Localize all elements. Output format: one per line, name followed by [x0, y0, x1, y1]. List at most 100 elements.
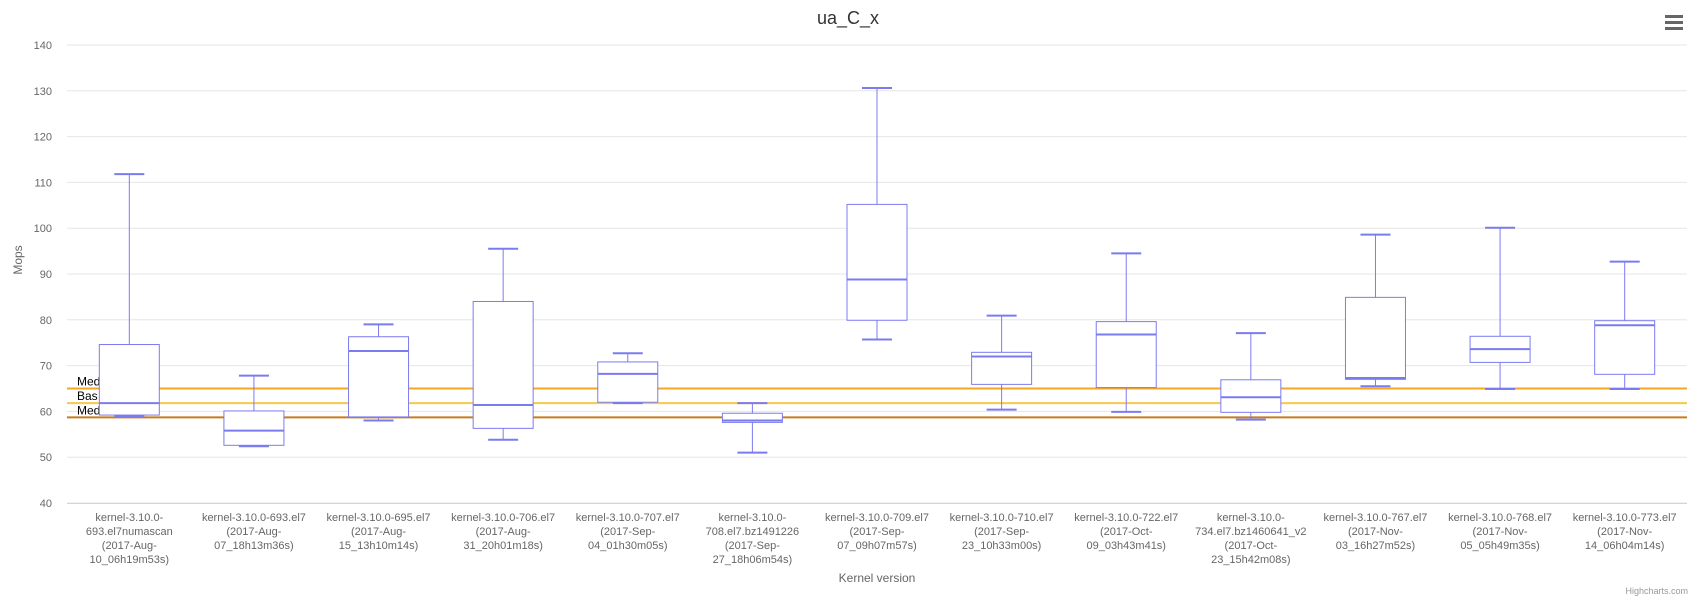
x-tick-label-line: (2017-Nov- [1473, 526, 1528, 538]
box-body [721, 412, 783, 423]
plot-line-label: Med [77, 375, 100, 389]
x-tick-label-line: kernel-3.10.0-695.el7 [327, 512, 431, 524]
x-axis-title: Kernel version [839, 571, 916, 585]
x-tick-label: kernel-3.10.0-767.el7 (2017-Nov- 03_16h27m… [1323, 512, 1427, 552]
y-tick-label: 90 [40, 269, 52, 281]
box-body [1220, 379, 1282, 413]
x-tick-label-line: kernel-3.10.0- [1217, 512, 1285, 524]
x-tick-label-line: (2017-Oct- [1100, 526, 1153, 538]
x-tick-label: kernel-3.10.0- 708.el7.bz1491226 (2017-Sep… [706, 512, 800, 566]
x-tick-label-line: (2017-Nov- [1348, 526, 1403, 538]
x-tick-label-line: 07_18h13m36s) [214, 540, 294, 552]
x-tick-label-line: kernel-3.10.0- [95, 512, 163, 524]
y-axis-title: Mops [11, 245, 25, 274]
x-tick-label-line: (2017-Aug- [351, 526, 406, 538]
y-tick-label: 80 [40, 315, 52, 327]
plot-line-label: Med [77, 403, 100, 417]
x-tick-label: kernel-3.10.0-693.el7 (2017-Aug- 07_18h13m… [202, 512, 306, 552]
box-point[interactable] [1594, 260, 1656, 390]
x-tick-label-line: (2017-Sep- [849, 526, 904, 538]
y-tick-label: 140 [34, 40, 52, 52]
box-point[interactable] [223, 374, 285, 448]
x-tick-label-line: 23_10h33m00s) [962, 540, 1042, 552]
box-point[interactable] [971, 314, 1033, 411]
menu-button[interactable] [1658, 10, 1688, 34]
x-tick-label-line: 10_06h19m53s) [90, 554, 170, 566]
x-tick-label-line: 23_15h42m08s) [1211, 554, 1291, 566]
x-tick-label-line: (2017-Nov- [1597, 526, 1652, 538]
x-tick-label-line: 27_18h06m54s) [713, 554, 793, 566]
x-tick-label-line: 04_01h30m05s) [588, 540, 668, 552]
box-point[interactable] [1469, 226, 1531, 390]
x-tick-label-line: (2017-Sep- [600, 526, 655, 538]
x-tick-label-line: kernel-3.10.0-722.el7 [1074, 512, 1178, 524]
box-point[interactable] [1344, 233, 1406, 388]
box-point[interactable] [1220, 332, 1282, 421]
x-tick-label: kernel-3.10.0-768.el7 (2017-Nov- 05_05h49m… [1448, 512, 1552, 552]
box-point[interactable] [348, 323, 410, 422]
box-point[interactable] [98, 173, 160, 417]
x-tick-label: kernel-3.10.0-695.el7 (2017-Aug- 15_13h10m… [327, 512, 431, 552]
y-tick-label: 60 [40, 406, 52, 418]
x-tick-label-line: kernel-3.10.0-709.el7 [825, 512, 929, 524]
y-tick-label: 100 [34, 223, 52, 235]
x-tick-label-line: 15_13h10m14s) [339, 540, 419, 552]
x-tick-label-line: kernel-3.10.0-767.el7 [1323, 512, 1427, 524]
x-axis-ticks: kernel-3.10.0- 693.el7numascan (2017-Aug- 1… [86, 512, 1677, 566]
y-tick-label: 130 [34, 86, 52, 98]
x-tick-label-line: (2017-Oct- [1225, 540, 1278, 552]
x-tick-label-line: 31_20h01m18s) [463, 540, 543, 552]
x-tick-label: kernel-3.10.0- 734.el7.bz1460641_v2 (2017-… [1195, 512, 1306, 566]
box-body [1344, 296, 1406, 380]
box-point[interactable] [721, 402, 783, 454]
x-tick-label-line: (2017-Sep- [974, 526, 1029, 538]
plot-line-label: Bas [77, 389, 98, 403]
x-tick-label-line: 07_09h07m57s) [837, 540, 917, 552]
x-tick-label-line: kernel-3.10.0- [718, 512, 786, 524]
box-body [597, 361, 659, 403]
chart-title: ua_C_x [817, 8, 879, 29]
x-tick-label-line: kernel-3.10.0-706.el7 [451, 512, 555, 524]
x-tick-label-line: 14_06h04m14s) [1585, 540, 1665, 552]
x-tick-label: kernel-3.10.0-706.el7 (2017-Aug- 31_20h01m… [451, 512, 555, 552]
x-tick-label-line: kernel-3.10.0-768.el7 [1448, 512, 1552, 524]
box-point[interactable] [846, 87, 908, 341]
x-tick-label-line: 05_05h49m35s) [1460, 540, 1540, 552]
box-point[interactable] [597, 352, 659, 405]
x-tick-label-line: kernel-3.10.0-693.el7 [202, 512, 306, 524]
x-tick-label-line: (2017-Aug- [226, 526, 281, 538]
box-body [223, 410, 285, 446]
x-tick-label: kernel-3.10.0-773.el7 (2017-Nov- 14_06h04m… [1573, 512, 1677, 552]
x-tick-label: kernel-3.10.0-709.el7 (2017-Sep- 07_09h07m… [825, 512, 929, 552]
x-tick-label-line: 693.el7numascan [86, 526, 173, 538]
y-tick-label: 40 [40, 498, 52, 510]
box-body [98, 344, 160, 416]
x-tick-label: kernel-3.10.0-707.el7 (2017-Sep- 04_01h30m… [576, 512, 680, 552]
x-tick-label: kernel-3.10.0- 693.el7numascan (2017-Aug- 1… [86, 512, 173, 566]
box-body [472, 300, 534, 429]
x-tick-label: kernel-3.10.0-710.el7 (2017-Sep- 23_10h33m… [950, 512, 1054, 552]
box-body [1095, 321, 1157, 389]
x-tick-label-line: (2017-Aug- [102, 540, 157, 552]
y-tick-label: 120 [34, 132, 52, 144]
x-tick-label-line: 03_16h27m52s) [1336, 540, 1416, 552]
box-body [971, 351, 1033, 385]
box-body [846, 203, 908, 321]
box-series [98, 87, 1656, 454]
box-point[interactable] [472, 247, 534, 441]
box-point[interactable] [1095, 252, 1157, 413]
x-tick-label-line: 09_03h43m41s) [1086, 540, 1166, 552]
x-tick-label-line: 708.el7.bz1491226 [706, 526, 800, 538]
hamburger-menu-icon[interactable] [1665, 15, 1683, 30]
y-tick-label: 110 [34, 177, 52, 189]
credits-link[interactable]: Highcharts.com [1625, 586, 1688, 596]
y-tick-label: 70 [40, 361, 52, 373]
x-tick-label-line: kernel-3.10.0-707.el7 [576, 512, 680, 524]
x-tick-label-line: (2017-Aug- [476, 526, 531, 538]
y-tick-label: 50 [40, 452, 52, 464]
x-tick-label: kernel-3.10.0-722.el7 (2017-Oct- 09_03h43m… [1074, 512, 1178, 552]
x-tick-label-line: kernel-3.10.0-773.el7 [1573, 512, 1677, 524]
box-body [348, 336, 410, 418]
